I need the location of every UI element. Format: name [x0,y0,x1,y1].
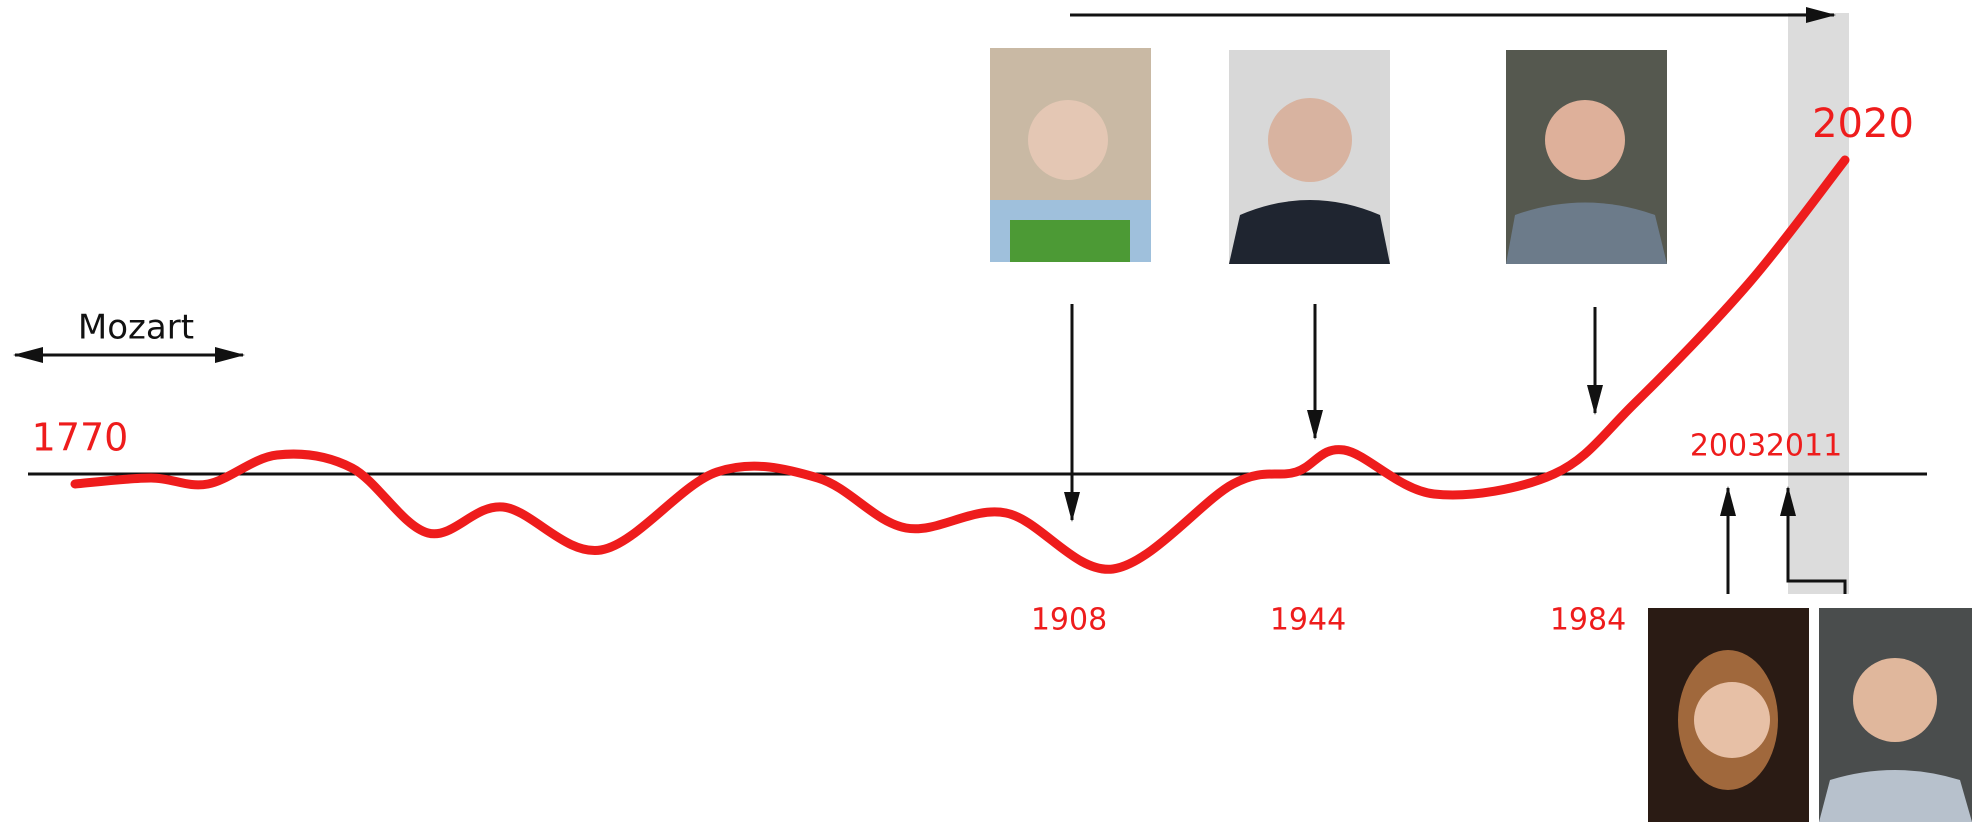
year-label: 1908 [1031,603,1107,638]
year-label: 2003 [1690,429,1766,464]
photo-2003 [1648,608,1809,822]
mozart-label: Mozart [78,308,194,348]
year-label: 1770 [32,416,129,460]
year-label: 2020 [1812,101,1914,147]
timeline-diagram: Mozart 1770 1908 1944 1984 2003 2011 2 [0,0,1972,822]
photo-1908 [990,48,1151,262]
photo-1944 [1229,50,1390,264]
year-label: 2011 [1766,429,1842,464]
year-label: 1984 [1550,603,1626,638]
photo-1984 [1506,50,1667,264]
year-label: 1944 [1270,603,1346,638]
photo-2011 [1819,608,1972,822]
